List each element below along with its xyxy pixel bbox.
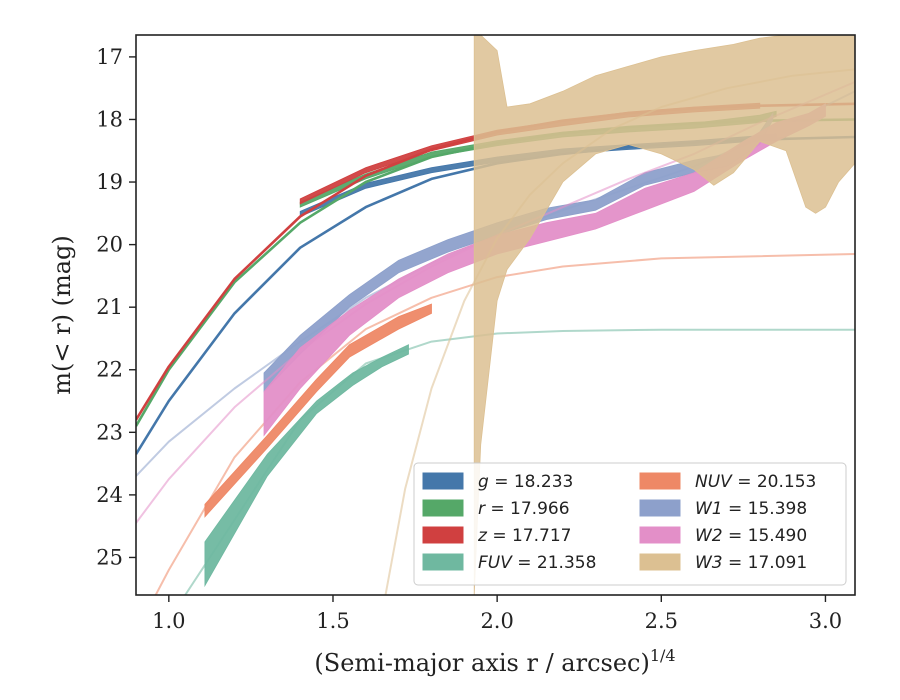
data-band-fuv	[204, 344, 409, 588]
legend: g = 18.233 r = 17.966 z = 17.717 FUV = 21.3…	[413, 462, 847, 586]
x-tick-label: 1.0	[152, 609, 185, 633]
legend-swatch-r	[422, 499, 464, 517]
x-axis-label: (Semi-major axis r / arcsec)1/4	[314, 646, 675, 677]
legend-label-z: z = 17.717	[477, 526, 571, 546]
legend-swatch-w3	[639, 553, 681, 571]
legend-swatch-z	[422, 526, 464, 544]
y-tick-label: 23	[96, 420, 123, 444]
y-tick-label: 24	[96, 483, 123, 507]
model-curve-nuv	[154, 253, 855, 595]
y-tick-label: 25	[96, 545, 123, 569]
data-band-w3	[473, 35, 855, 595]
data-band-nuv	[204, 303, 432, 518]
y-tick-label: 18	[96, 107, 123, 131]
plot-frame	[135, 34, 856, 596]
legend-label-w1: W1 = 15.398	[695, 499, 807, 519]
x-tick-label: 3.0	[809, 609, 842, 633]
x-tick-label: 1.5	[316, 609, 349, 633]
y-tick-label: 20	[96, 233, 123, 257]
y-axis-label: m(< r) (mag)	[48, 235, 76, 394]
x-tick-label: 2.0	[480, 609, 513, 633]
legend-label-g: g = 18.233	[478, 472, 573, 492]
legend-swatch-nuv	[639, 472, 681, 490]
axis-ticks: 1.0 1.5 2.0 2.5 3.0 17 18 19 20 21 22 23 24 25	[96, 45, 842, 633]
legend-swatch-w2	[639, 526, 681, 544]
legend-label-fuv: FUV = 21.358	[478, 553, 596, 573]
legend-box	[413, 462, 847, 586]
legend-swatch-fuv	[422, 553, 464, 571]
legend-swatch-w1	[639, 499, 681, 517]
y-tick-label: 17	[96, 45, 123, 69]
legend-label-w2: W2 = 15.490	[695, 526, 807, 546]
y-tick-label: 19	[96, 170, 123, 194]
plot-area	[136, 35, 855, 595]
y-tick-label: 21	[96, 295, 123, 319]
legend-label-r: r = 17.966	[478, 499, 570, 519]
x-tick-label: 2.5	[645, 609, 678, 633]
legend-label-nuv: NUV = 20.153	[695, 472, 816, 492]
legend-label-w3: W3 = 17.091	[695, 553, 807, 573]
y-tick-label: 22	[96, 358, 123, 382]
legend-swatch-g	[422, 472, 464, 490]
